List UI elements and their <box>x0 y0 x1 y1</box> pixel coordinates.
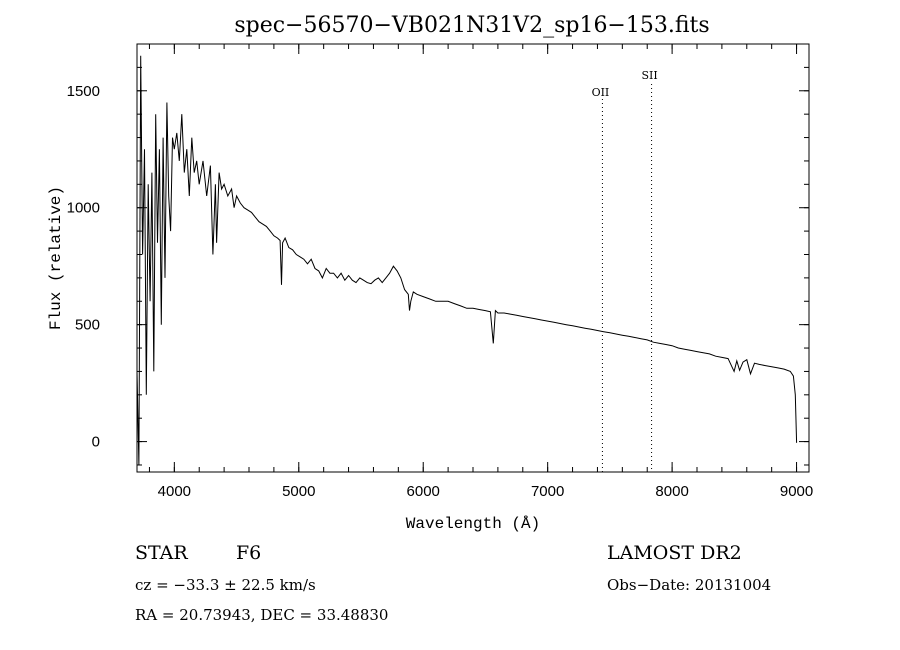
marker-label-sii: SII <box>641 69 657 82</box>
coordinates-readout: RA = 20.73943, DEC = 33.48830 <box>135 606 388 624</box>
redshift-readout: cz = −33.3 ± 22.5 km/s <box>135 576 316 594</box>
x-tick-label: 9000 <box>780 483 813 500</box>
x-tick-label: 5000 <box>282 483 315 500</box>
observation-date: Obs−Date: 20131004 <box>607 576 771 594</box>
chart-title: spec−56570−VB021N31V2_sp16−153.fits <box>234 13 709 38</box>
x-tick-label: 4000 <box>158 483 191 500</box>
object-subclass: F6 <box>236 542 261 564</box>
spectrum-line <box>136 55 798 466</box>
survey-name: LAMOST DR2 <box>607 542 742 564</box>
axis-ticks: 4000 5000 6000 7000 8000 9000 0 500 1000 1500 <box>67 43 813 500</box>
y-tick-label: 500 <box>75 317 100 334</box>
emission-line-markers: OII SII <box>592 69 658 472</box>
marker-label-oii: OII <box>592 86 610 99</box>
plot-frame <box>136 43 810 473</box>
object-class: STAR <box>135 542 188 564</box>
x-tick-label: 8000 <box>655 483 688 500</box>
y-tick-label: 1000 <box>67 200 100 217</box>
y-tick-label: 1500 <box>67 83 100 100</box>
y-axis-label: Flux (relative) <box>47 186 65 330</box>
x-axis-label: Wavelength (Å) <box>406 515 540 533</box>
x-tick-label: 7000 <box>531 483 564 500</box>
x-tick-label: 6000 <box>407 483 440 500</box>
y-tick-label: 0 <box>92 434 100 451</box>
